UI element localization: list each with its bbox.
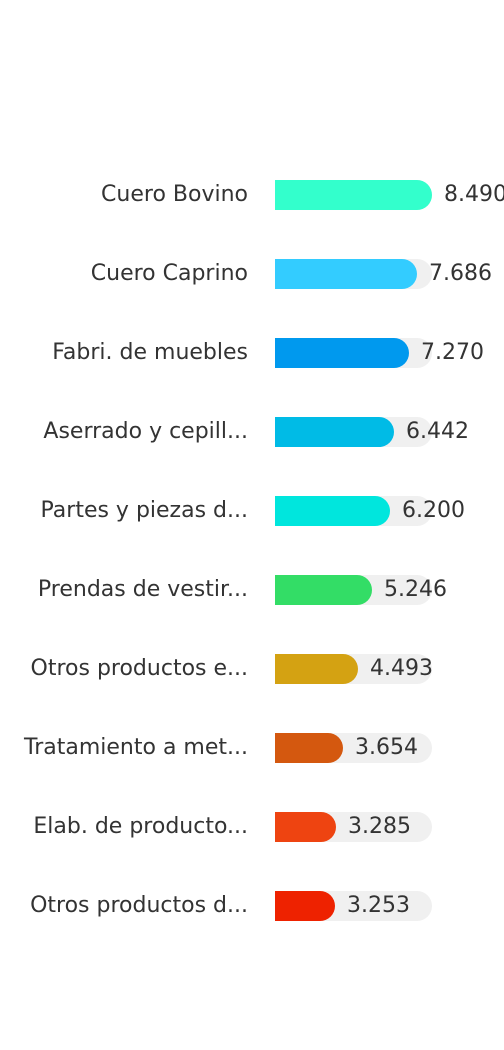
bar[interactable] <box>275 259 417 289</box>
bar[interactable] <box>275 812 336 842</box>
bar[interactable] <box>275 338 409 368</box>
value-label: 7.686 <box>429 261 492 286</box>
category-label: Otros productos e... <box>30 656 248 681</box>
value-label: 6.200 <box>402 498 465 523</box>
category-label: Partes y piezas d... <box>40 498 248 523</box>
value-label: 7.270 <box>421 340 484 365</box>
bar[interactable] <box>275 180 432 210</box>
bar[interactable] <box>275 575 372 605</box>
value-label: 3.654 <box>355 735 418 760</box>
category-label: Cuero Caprino <box>90 261 248 286</box>
category-label: Aserrado y cepill... <box>43 419 248 444</box>
value-label: 4.493 <box>370 656 433 681</box>
value-label: 6.442 <box>406 419 469 444</box>
value-label: 8.490 <box>444 182 504 207</box>
value-label: 3.253 <box>347 893 410 918</box>
value-label: 5.246 <box>384 577 447 602</box>
category-label: Elab. de producto... <box>33 814 248 839</box>
category-label: Cuero Bovino <box>101 182 248 207</box>
value-label: 3.285 <box>348 814 411 839</box>
bar[interactable] <box>275 496 390 526</box>
category-label: Prendas de vestir... <box>37 577 248 602</box>
bar[interactable] <box>275 417 394 447</box>
category-label: Fabri. de muebles <box>52 340 248 365</box>
bar[interactable] <box>275 891 335 921</box>
category-label: Otros productos d... <box>30 893 248 918</box>
bar[interactable] <box>275 733 343 763</box>
bar[interactable] <box>275 654 358 684</box>
category-label: Tratamiento a met... <box>24 735 248 760</box>
